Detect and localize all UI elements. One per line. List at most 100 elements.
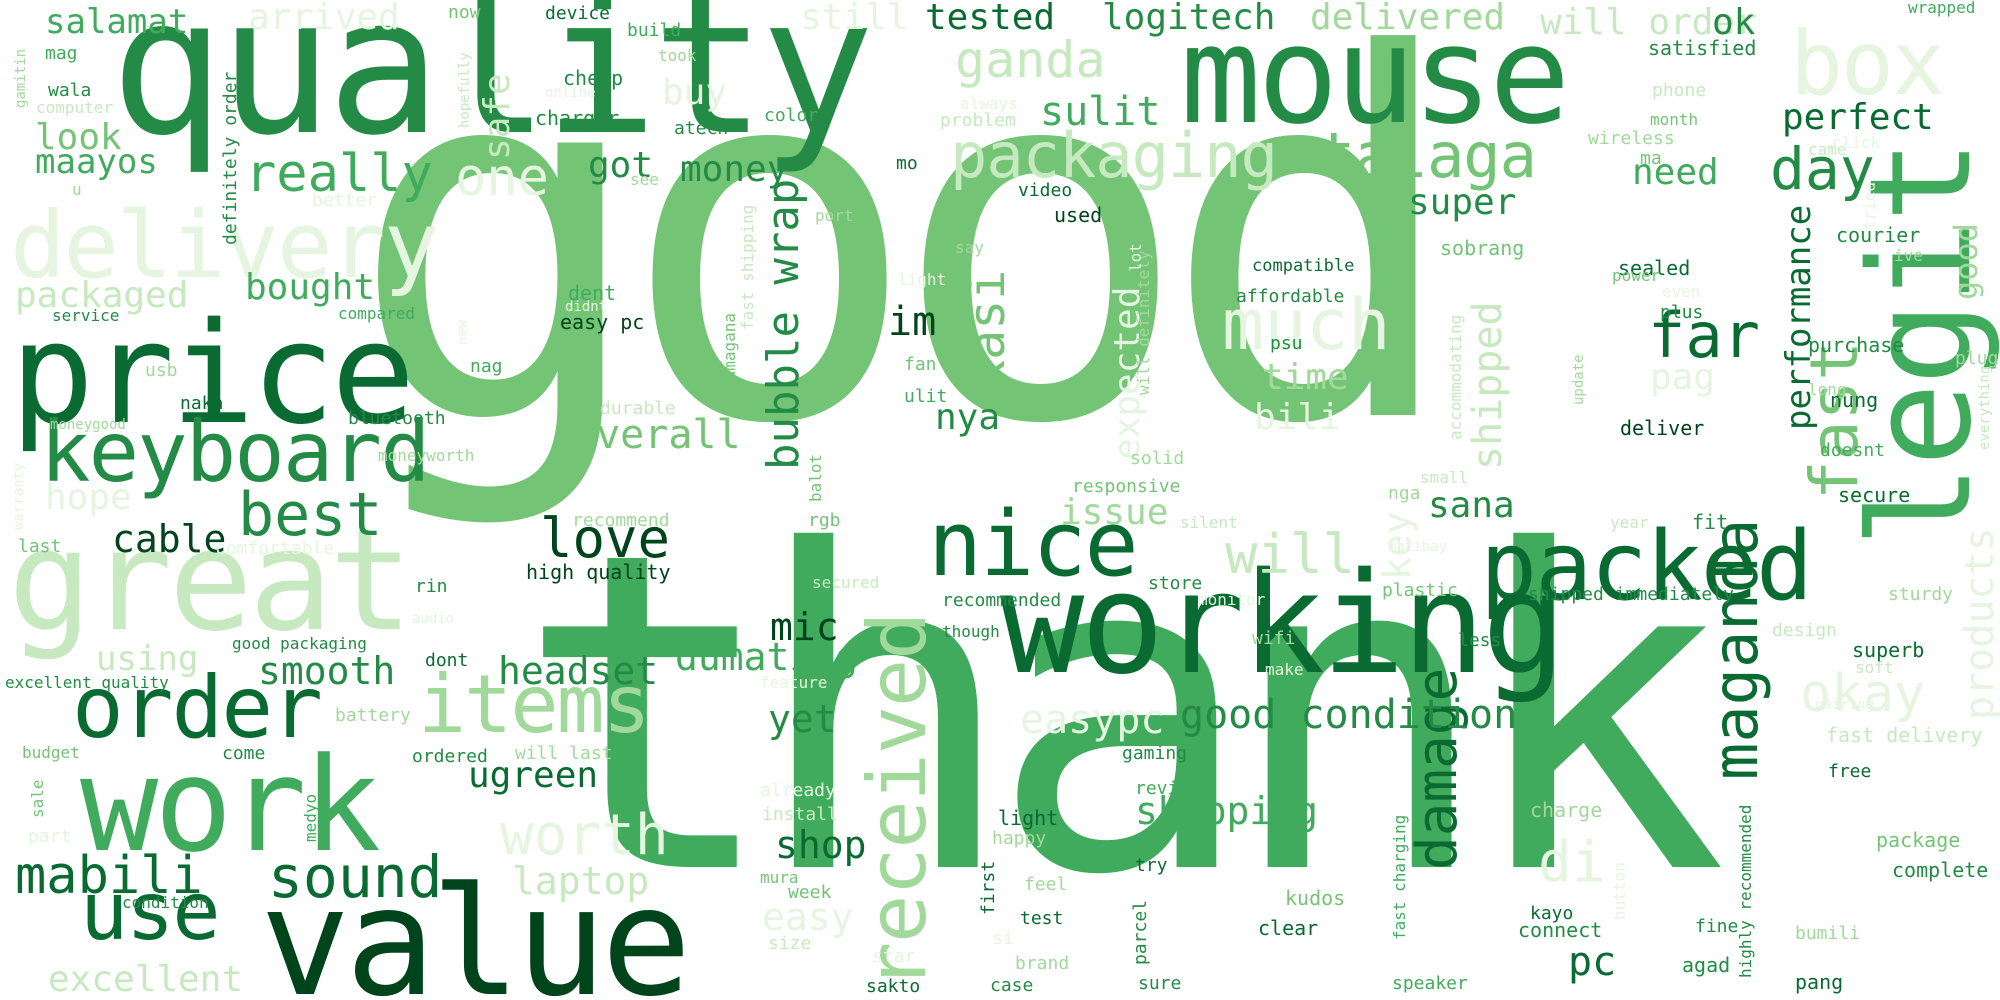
word-si: si — [992, 928, 1014, 949]
word-feature: feature — [760, 673, 828, 692]
word-order: order — [72, 658, 323, 758]
word-secured: secured — [812, 573, 880, 592]
word-money: money — [680, 149, 789, 190]
word-good-condition: good condition — [1180, 692, 1518, 738]
word-now: now — [448, 2, 481, 23]
word-monitor: monitor — [1198, 590, 1266, 609]
word-charger: charger — [535, 106, 620, 130]
word-clear: clear — [1258, 916, 1319, 940]
word-ugreen: ugreen — [468, 755, 599, 796]
word-logitech: logitech — [1102, 0, 1276, 38]
word-wireless: wireless — [1588, 128, 1675, 149]
word-rin: rin — [415, 576, 448, 597]
word-long: long — [1808, 380, 1847, 399]
word-ive: ive — [1894, 246, 1923, 265]
word-already: already — [760, 780, 836, 801]
word-test: test — [1020, 908, 1064, 929]
word-sturdy: sturdy — [1888, 584, 1954, 605]
word-brand: brand — [1015, 953, 1070, 974]
word-maayos: maayos — [35, 142, 158, 182]
word-fine: fine — [1695, 916, 1739, 937]
word-im: im — [888, 299, 937, 345]
word-battery: battery — [335, 705, 411, 726]
word-nya: nya — [935, 397, 1001, 438]
word-took: took — [658, 46, 697, 65]
word-mag: mag — [45, 43, 78, 64]
word-bili: bili — [1254, 397, 1341, 438]
word-day: day — [1770, 135, 1875, 203]
word-try: try — [1135, 855, 1168, 876]
word-solid: solid — [1130, 448, 1185, 469]
word-super: super — [1408, 182, 1517, 223]
word-bubble-wrap: bubble wrap — [758, 178, 809, 470]
word-mo: mo — [896, 153, 918, 174]
word-deliver: deliver — [1620, 416, 1705, 440]
word-much: much — [1222, 284, 1391, 366]
word-cable: cable — [112, 517, 227, 561]
word-still: still — [800, 0, 909, 38]
word-packaged: packaged — [15, 275, 189, 316]
word-ganda: ganda — [955, 31, 1106, 89]
word-color: color — [764, 105, 819, 126]
word-durable: durable — [600, 398, 676, 419]
word-easy-pc: easy pc — [560, 310, 645, 334]
word-size: size — [768, 933, 812, 954]
word-update: update — [1571, 354, 1587, 405]
word-far: far — [1648, 299, 1760, 372]
word-condition: condition — [122, 893, 209, 912]
word-will-last: will last — [515, 743, 613, 764]
word-part: part — [28, 826, 72, 847]
word-fan: fan — [904, 354, 937, 375]
word-wrapped: wrapped — [1908, 0, 1976, 17]
word-need: need — [1632, 152, 1719, 193]
word-first: first — [978, 860, 999, 915]
word-really: really — [245, 144, 433, 204]
word-bluetooth: bluetooth — [348, 408, 446, 429]
word-say: say — [955, 238, 984, 257]
word-one: one — [455, 148, 549, 208]
word-soft: soft — [1855, 658, 1894, 677]
word-hope: hope — [45, 477, 132, 518]
word-sakto: sakto — [866, 976, 921, 997]
word-shipped-immediately: shipped immediately — [1528, 584, 1734, 605]
word-year: year — [1610, 513, 1649, 532]
word-medyo: medyo — [301, 793, 320, 842]
word-complete: complete — [1892, 858, 1989, 882]
word-thank: thank — [515, 459, 1728, 971]
word-will: will — [1225, 523, 1356, 586]
word-design: design — [1772, 620, 1838, 641]
word-button: button — [1610, 862, 1629, 920]
word-fast-shipping: fast shipping — [738, 204, 757, 330]
word-dont: dont — [425, 650, 469, 671]
word-will-order: will order — [1540, 2, 1757, 43]
word-accommodating: accommodating — [1446, 314, 1465, 440]
word-problem: problem — [940, 110, 1016, 131]
word-shop: shop — [775, 823, 867, 867]
word-port: port — [815, 206, 854, 225]
word-issue: issue — [1060, 492, 1169, 533]
word-click: click — [1832, 133, 1881, 152]
word-hopefully: hopefully — [457, 52, 473, 128]
word-matibay: matibay — [1388, 539, 1448, 555]
word-phone: phone — [1652, 80, 1707, 101]
word-easy: easy — [762, 895, 854, 939]
word-will-definitely: will definitely — [1134, 250, 1153, 396]
word-kasi: kasi — [958, 269, 1016, 390]
word-sale: sale — [28, 779, 47, 818]
word-store: store — [1148, 573, 1203, 594]
word-fast-charging: fast charging — [1390, 814, 1409, 940]
word-service: service — [52, 306, 120, 325]
word-mic: mic — [770, 605, 839, 649]
word-psu: psu — [1270, 333, 1303, 354]
word-usb: usb — [145, 360, 178, 381]
word-tried: tried — [1860, 181, 1879, 230]
word-packed: packed — [1480, 512, 1813, 622]
word-pang: pang — [1795, 970, 1844, 994]
word-shipping: shipping — [1135, 789, 1319, 833]
word-easypc: easypc — [1020, 697, 1165, 743]
word-work: work — [80, 729, 381, 881]
word-wala: wala — [48, 80, 92, 101]
word-responsive: responsive — [1072, 476, 1181, 497]
word-good-packaging: good packaging — [232, 634, 367, 653]
word-cheap: cheap — [563, 66, 624, 90]
